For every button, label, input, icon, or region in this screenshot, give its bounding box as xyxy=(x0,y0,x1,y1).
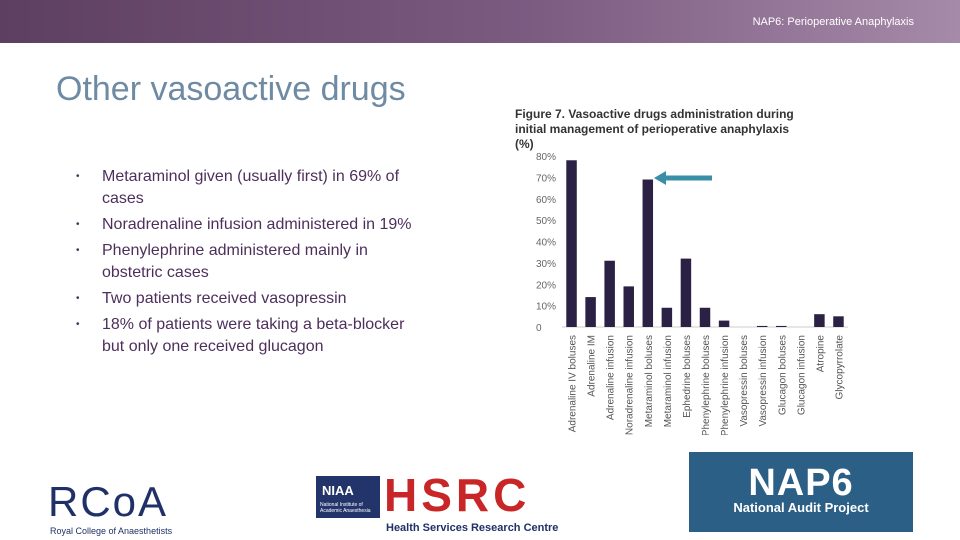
y-tick-label: 30% xyxy=(536,259,556,270)
bullet-item: • Phenylephrine administered mainly in ob… xyxy=(68,240,418,284)
rcoa-logo: RCoA Royal College of Anaesthetists xyxy=(48,478,198,540)
x-category-label: Phenylephrine boluses xyxy=(701,335,712,435)
y-tick-label: 10% xyxy=(536,302,556,313)
y-tick-label: 0 xyxy=(536,323,542,334)
bar xyxy=(661,307,673,327)
x-category-label: Glucagon infusion xyxy=(796,335,807,415)
bullet-item: • 18% of patients were taking a beta-bloc… xyxy=(68,314,418,358)
x-category-label: Atropine xyxy=(815,335,826,373)
hsrc-logo: HSRC Health Services Research Centre xyxy=(384,469,574,538)
x-category-label: Adrenaline infusion xyxy=(606,335,617,420)
x-category-label: Adrenaline IV boluses xyxy=(568,335,579,432)
bar xyxy=(814,314,825,327)
bullet-text: Phenylephrine administered mainly in obs… xyxy=(102,242,368,281)
nap6-logo: NAP6 National Audit Project xyxy=(689,452,913,532)
x-category-label: Metaraminol boluses xyxy=(644,335,655,427)
x-category-label: Vasopressin boluses xyxy=(739,335,750,427)
y-tick-label: 70% xyxy=(536,173,556,184)
x-category-label: Metaraminol infusion xyxy=(663,335,674,427)
bullet-item: • Two patients received vasopressin xyxy=(68,288,418,310)
x-category-label: Glucagon boluses xyxy=(777,335,788,415)
bullet-item: • Metaraminol given (usually first) in 69… xyxy=(68,166,418,210)
nap6-logo-title: NAP6 xyxy=(748,462,854,504)
bar xyxy=(718,320,730,327)
niaa-logo: NIAA National Institute of Academic Anae… xyxy=(316,476,380,518)
bar xyxy=(642,179,654,327)
hsrc-logo-letters: HSRC xyxy=(384,469,531,521)
x-category-label: Vasopressin infusion xyxy=(758,335,769,427)
bar xyxy=(604,260,615,327)
nap6-logo-subtitle: National Audit Project xyxy=(733,500,869,515)
bullet-icon: • xyxy=(76,319,80,330)
rcoa-logo-letters: RCoA xyxy=(48,478,169,525)
bar xyxy=(833,316,844,327)
bullet-text: Metaraminol given (usually first) in 69%… xyxy=(102,168,400,207)
bullet-icon: • xyxy=(76,245,80,256)
bar xyxy=(566,160,577,327)
x-category-label: Phenylephrine infusion xyxy=(720,335,731,435)
y-tick-label: 20% xyxy=(536,280,556,291)
x-category-label: Glycopyrrolate xyxy=(834,335,845,400)
bar xyxy=(699,307,711,327)
x-category-label: Ephedrine boluses xyxy=(682,335,693,418)
rcoa-logo-subtitle: Royal College of Anaesthetists xyxy=(50,526,173,536)
y-tick-label: 60% xyxy=(536,195,556,206)
header-title: NAP6: Perioperative Anaphylaxis xyxy=(752,16,914,28)
niaa-logo-text: NIAA xyxy=(322,483,354,498)
y-tick-label: 80% xyxy=(536,152,556,163)
bullet-list: • Metaraminol given (usually first) in 69… xyxy=(68,166,418,362)
slide-title: Other vasoactive drugs xyxy=(56,70,406,108)
chart-svg: 80% 70% 60% 50% 40% 30% 20% 10% 0 Adrenaline IV b… xyxy=(536,152,848,435)
bullet-icon: • xyxy=(76,171,80,182)
x-category-label: Adrenaline IM xyxy=(587,335,598,397)
bullet-item: • Noradrenaline infusion administered in … xyxy=(68,214,418,236)
figure-7-chart: Figure 7. Vasoactive drugs administratio… xyxy=(510,105,860,435)
bar xyxy=(776,325,787,327)
bullet-icon: • xyxy=(76,293,80,304)
bullet-text: 18% of patients were taking a beta-block… xyxy=(102,316,405,355)
bar xyxy=(585,297,596,327)
bar xyxy=(756,325,768,327)
bullet-text: Two patients received vasopressin xyxy=(102,290,347,307)
x-category-label: Noradrenaline infusion xyxy=(625,335,636,435)
niaa-logo-subtitle: National Institute of Academic Anaesthes… xyxy=(320,502,371,514)
bullet-text: Noradrenaline infusion administered in 1… xyxy=(102,216,412,233)
bar xyxy=(623,286,634,327)
header-bar: NAP6: Perioperative Anaphylaxis xyxy=(0,0,960,43)
y-tick-label: 40% xyxy=(536,238,556,249)
bullet-icon: • xyxy=(76,219,80,230)
y-tick-label: 50% xyxy=(536,216,556,227)
chart-title: Figure 7. Vasoactive drugs administratio… xyxy=(515,107,794,151)
hsrc-logo-subtitle: Health Services Research Centre xyxy=(386,522,559,534)
left-arrow-icon xyxy=(654,171,712,185)
bar xyxy=(680,258,692,327)
